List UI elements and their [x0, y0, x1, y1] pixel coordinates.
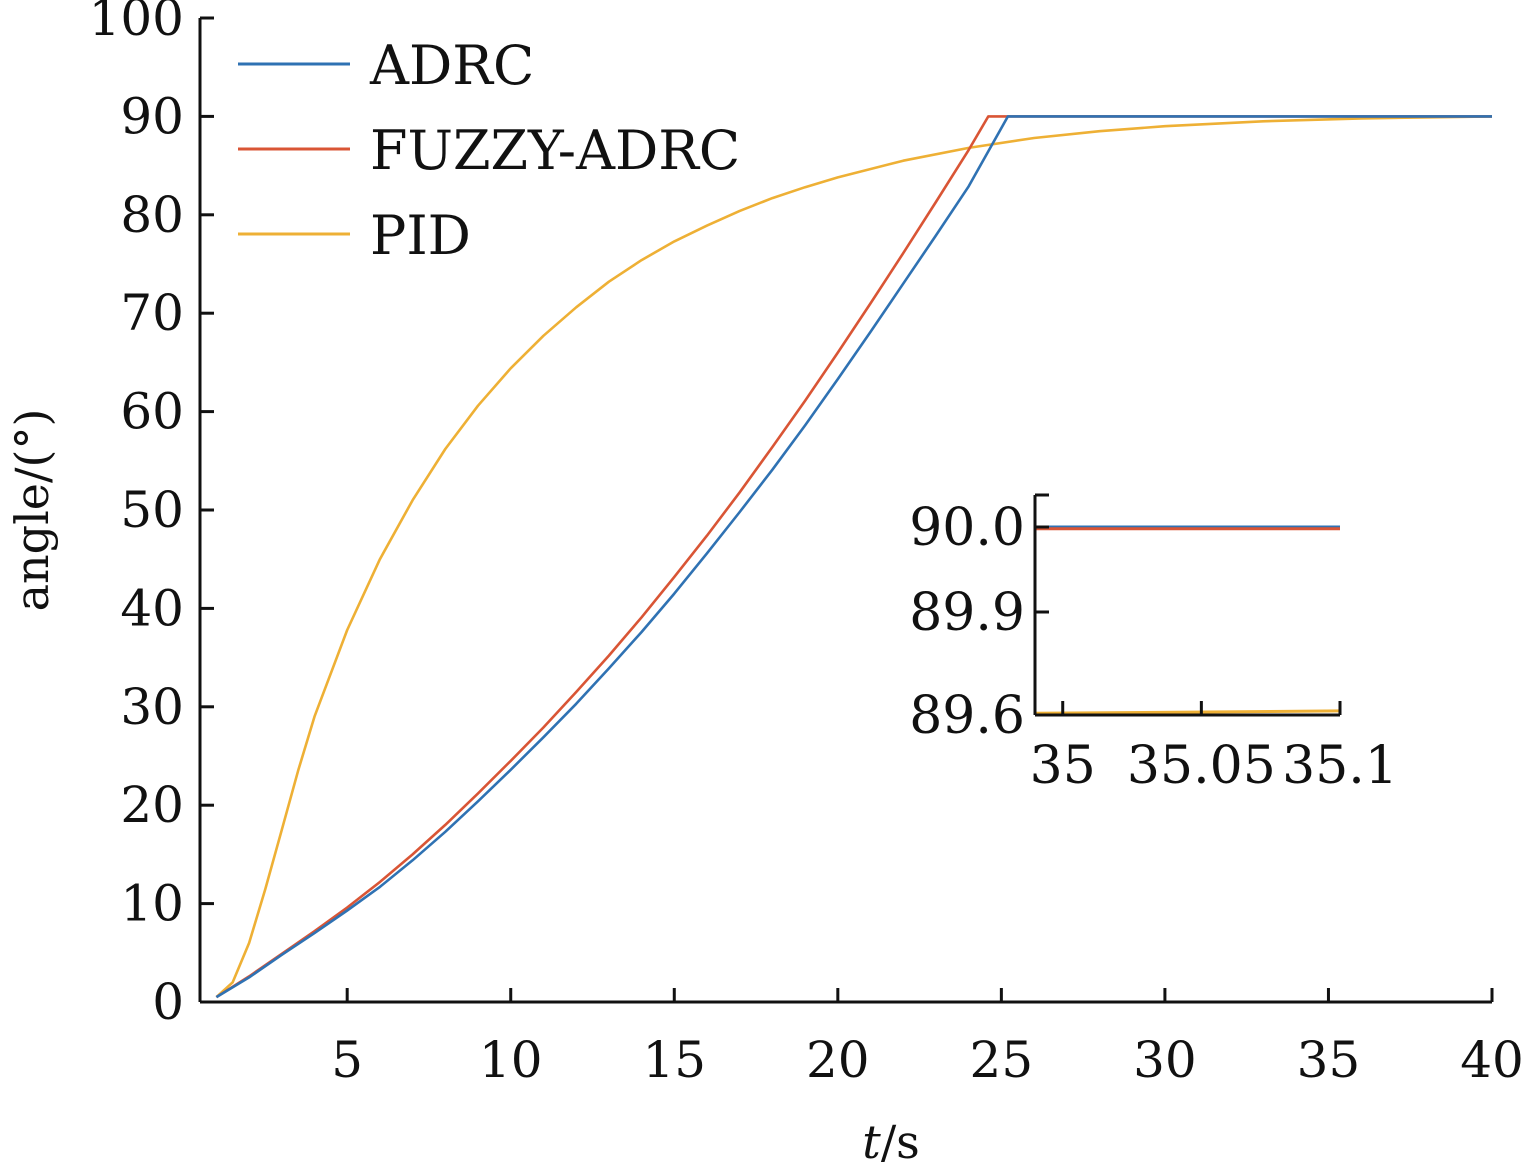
y-tick-label: 80: [120, 186, 184, 244]
y-tick-label: 50: [120, 481, 184, 539]
inset-plot: 89.6 89.9 90.0 35 35.05 35.1: [909, 493, 1398, 796]
y-ticks: 0 10 20 30 40 50 60 70 80 90 100: [89, 0, 214, 1031]
main-plot: 0 10 20 30 40 50 60 70 80 90 100 5 10 15 20 25 30 35 40 a…: [5, 0, 1524, 1162]
x-axis-label-unit: /s: [881, 1115, 920, 1162]
legend: ADRC FUZZY-ADRC PID: [238, 34, 740, 267]
series-line-pid: [215, 115, 1493, 999]
inset-y-ticks: 89.6 89.9 90.0: [909, 493, 1049, 746]
x-tick-label: 10: [479, 1031, 543, 1089]
y-tick-label: 60: [120, 383, 184, 441]
y-tick-label: 20: [120, 776, 184, 834]
inset-y-tick-label: 89.9: [909, 583, 1025, 643]
legend-label-pid: PID: [370, 204, 471, 267]
y-tick-label: 10: [120, 875, 184, 933]
inset-y-tick-label: 89.6: [909, 686, 1025, 746]
y-tick-label: 40: [120, 579, 184, 637]
inset-series-group: [1034, 525, 1341, 715]
x-tick-label: 40: [1460, 1031, 1524, 1089]
series-line-fuzzy-adrc: [215, 115, 1492, 999]
x-tick-label: 20: [806, 1031, 870, 1089]
y-tick-label: 70: [120, 284, 184, 342]
x-axis-label-variable: t: [862, 1115, 881, 1162]
x-tick-label: 15: [642, 1031, 706, 1089]
legend-label-adrc: ADRC: [369, 34, 534, 97]
inset-x-tick-label: 35.05: [1127, 736, 1276, 796]
y-tick-label: 30: [120, 678, 184, 736]
series-line-adrc: [215, 115, 1492, 999]
inset-x-tick-label: 35.1: [1282, 736, 1398, 796]
x-axis-label: t/s: [862, 1115, 920, 1162]
legend-label-fuzzy-adrc: FUZZY-ADRC: [370, 119, 740, 182]
x-tick-label: 30: [1133, 1031, 1197, 1089]
inset-series-line-pid: [1034, 709, 1341, 715]
inset-x-ticks: 35 35.05 35.1: [1030, 701, 1398, 796]
x-ticks: 5 10 15 20 25 30 35 40: [331, 988, 1524, 1089]
x-tick-label: 5: [331, 1031, 363, 1089]
y-tick-label: 90: [120, 87, 184, 145]
y-axis-label: angle/(°): [5, 409, 59, 612]
x-tick-label: 25: [970, 1031, 1034, 1089]
inset-y-tick-label: 90.0: [909, 498, 1025, 558]
y-tick-label: 100: [89, 0, 184, 47]
main-series-group: [215, 115, 1493, 999]
x-tick-label: 35: [1297, 1031, 1361, 1089]
y-tick-label: 0: [152, 973, 184, 1031]
inset-x-tick-label: 35: [1030, 736, 1096, 796]
